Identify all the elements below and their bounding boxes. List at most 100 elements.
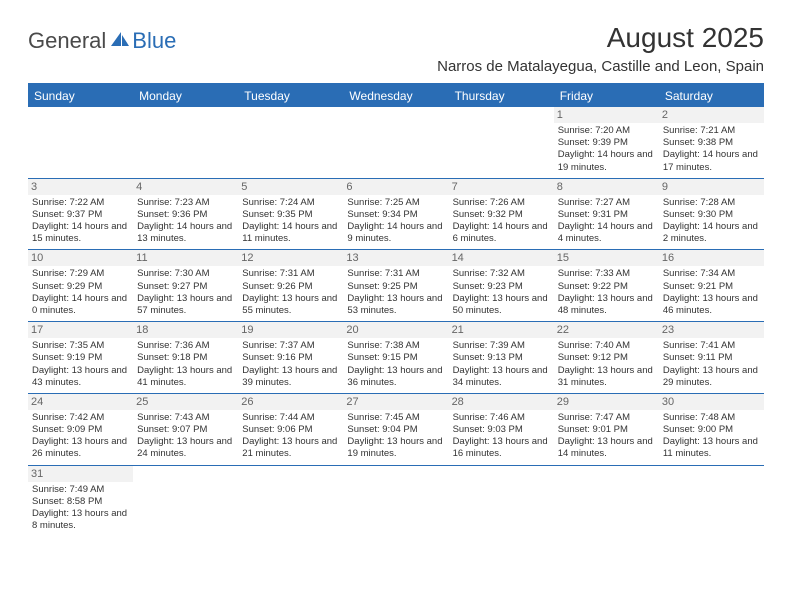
sunset-line: Sunset: 9:12 PM xyxy=(558,352,655,364)
day-number: 12 xyxy=(238,250,343,266)
daylight-line: Daylight: 14 hours and 13 minutes. xyxy=(137,221,234,245)
sunrise-line: Sunrise: 7:20 AM xyxy=(558,125,655,137)
sunrise-line: Sunrise: 7:30 AM xyxy=(137,268,234,280)
daylight-line: Daylight: 14 hours and 6 minutes. xyxy=(453,221,550,245)
calendar: SundayMondayTuesdayWednesdayThursdayFrid… xyxy=(28,83,764,536)
daylight-line: Daylight: 14 hours and 0 minutes. xyxy=(32,293,129,317)
day-number: 7 xyxy=(449,179,554,195)
day-number: 22 xyxy=(554,322,659,338)
calendar-day: 15Sunrise: 7:33 AMSunset: 9:22 PMDayligh… xyxy=(554,250,659,321)
daylight-line: Daylight: 13 hours and 41 minutes. xyxy=(137,365,234,389)
daylight-line: Daylight: 14 hours and 15 minutes. xyxy=(32,221,129,245)
calendar-day: 2Sunrise: 7:21 AMSunset: 9:38 PMDaylight… xyxy=(659,107,764,178)
daylight-line: Daylight: 13 hours and 31 minutes. xyxy=(558,365,655,389)
calendar-day: 22 Sunrise: 7:40 AMSunset: 9:12 PMDayligh… xyxy=(554,322,659,393)
sunrise-line: Sunrise: 7:44 AM xyxy=(242,412,339,424)
daylight-line: Daylight: 13 hours and 14 minutes. xyxy=(558,436,655,460)
calendar-empty xyxy=(28,107,133,178)
daylight-line: Daylight: 13 hours and 43 minutes. xyxy=(32,365,129,389)
sunset-line: Sunset: 9:31 PM xyxy=(558,209,655,221)
day-number: 8 xyxy=(554,179,659,195)
calendar-week: 24Sunrise: 7:42 AMSunset: 9:09 PMDayligh… xyxy=(28,394,764,466)
daylight-line: Daylight: 13 hours and 57 minutes. xyxy=(137,293,234,317)
logo: General Blue xyxy=(28,28,176,54)
sunrise-line: Sunrise: 7:27 AM xyxy=(558,197,655,209)
day-number: 27 xyxy=(343,394,448,410)
day-number: 16 xyxy=(659,250,764,266)
day-header: Thursday xyxy=(449,85,554,107)
title-block: August 2025 Narros de Matalayegua, Casti… xyxy=(437,22,764,75)
calendar-empty xyxy=(554,466,659,537)
calendar-empty xyxy=(238,466,343,537)
day-number: 11 xyxy=(133,250,238,266)
sunrise-line: Sunrise: 7:47 AM xyxy=(558,412,655,424)
sunset-line: Sunset: 9:30 PM xyxy=(663,209,760,221)
day-number: 17 xyxy=(28,322,133,338)
day-number: 5 xyxy=(238,179,343,195)
calendar-day: 21Sunrise: 7:39 AMSunset: 9:13 PMDayligh… xyxy=(449,322,554,393)
logo-text-1: General xyxy=(28,28,106,54)
daylight-line: Daylight: 13 hours and 21 minutes. xyxy=(242,436,339,460)
calendar-day: 12Sunrise: 7:31 AMSunset: 9:26 PMDayligh… xyxy=(238,250,343,321)
daylight-line: Daylight: 13 hours and 19 minutes. xyxy=(347,436,444,460)
sunset-line: Sunset: 9:29 PM xyxy=(32,281,129,293)
sunrise-line: Sunrise: 7:25 AM xyxy=(347,197,444,209)
daylight-line: Daylight: 14 hours and 4 minutes. xyxy=(558,221,655,245)
calendar-day: 6Sunrise: 7:25 AMSunset: 9:34 PMDaylight… xyxy=(343,179,448,250)
calendar-day: 1Sunrise: 7:20 AMSunset: 9:39 PMDaylight… xyxy=(554,107,659,178)
daylight-line: Daylight: 14 hours and 2 minutes. xyxy=(663,221,760,245)
day-number: 21 xyxy=(449,322,554,338)
sunrise-line: Sunrise: 7:45 AM xyxy=(347,412,444,424)
sunset-line: Sunset: 9:32 PM xyxy=(453,209,550,221)
day-number: 2 xyxy=(659,107,764,123)
sunrise-line: Sunrise: 7:49 AM xyxy=(32,484,129,496)
day-number: 29 xyxy=(554,394,659,410)
sunrise-line: Sunrise: 7:35 AM xyxy=(32,340,129,352)
sunrise-line: Sunrise: 7:29 AM xyxy=(32,268,129,280)
calendar-empty xyxy=(659,466,764,537)
sunrise-line: Sunrise: 7:26 AM xyxy=(453,197,550,209)
calendar-day: 18Sunrise: 7:36 AMSunset: 9:18 PMDayligh… xyxy=(133,322,238,393)
logo-text-2: Blue xyxy=(132,28,176,54)
day-number: 15 xyxy=(554,250,659,266)
sunrise-line: Sunrise: 7:32 AM xyxy=(453,268,550,280)
daylight-line: Daylight: 13 hours and 46 minutes. xyxy=(663,293,760,317)
daylight-line: Daylight: 14 hours and 11 minutes. xyxy=(242,221,339,245)
calendar-empty xyxy=(449,466,554,537)
day-number: 14 xyxy=(449,250,554,266)
location-subtitle: Narros de Matalayegua, Castille and Leon… xyxy=(437,58,764,75)
calendar-day: 28Sunrise: 7:46 AMSunset: 9:03 PMDayligh… xyxy=(449,394,554,465)
calendar-day: 26Sunrise: 7:44 AMSunset: 9:06 PMDayligh… xyxy=(238,394,343,465)
sunset-line: Sunset: 9:15 PM xyxy=(347,352,444,364)
sunset-line: Sunset: 9:04 PM xyxy=(347,424,444,436)
day-header: Wednesday xyxy=(343,85,448,107)
daylight-line: Daylight: 14 hours and 9 minutes. xyxy=(347,221,444,245)
daylight-line: Daylight: 13 hours and 55 minutes. xyxy=(242,293,339,317)
daylight-line: Daylight: 13 hours and 16 minutes. xyxy=(453,436,550,460)
sunset-line: Sunset: 9:21 PM xyxy=(663,281,760,293)
sunset-line: Sunset: 9:36 PM xyxy=(137,209,234,221)
day-number: 9 xyxy=(659,179,764,195)
sunrise-line: Sunrise: 7:39 AM xyxy=(453,340,550,352)
calendar-day: 27 Sunrise: 7:45 AMSunset: 9:04 PMDayligh… xyxy=(343,394,448,465)
sunrise-line: Sunrise: 7:36 AM xyxy=(137,340,234,352)
day-number: 31 xyxy=(28,466,133,482)
daylight-line: Daylight: 13 hours and 29 minutes. xyxy=(663,365,760,389)
calendar-day: 14Sunrise: 7:32 AMSunset: 9:23 PMDayligh… xyxy=(449,250,554,321)
sunrise-line: Sunrise: 7:24 AM xyxy=(242,197,339,209)
calendar-day: 16Sunrise: 7:34 AMSunset: 9:21 PMDayligh… xyxy=(659,250,764,321)
sunrise-line: Sunrise: 7:40 AM xyxy=(558,340,655,352)
day-number: 6 xyxy=(343,179,448,195)
daylight-line: Daylight: 13 hours and 53 minutes. xyxy=(347,293,444,317)
calendar-day: 19Sunrise: 7:37 AMSunset: 9:16 PMDayligh… xyxy=(238,322,343,393)
header: General Blue August 2025 Narros de Matal… xyxy=(28,22,764,75)
calendar-empty xyxy=(449,107,554,178)
calendar-day: 23Sunrise: 7:41 AMSunset: 9:11 PMDayligh… xyxy=(659,322,764,393)
daylight-line: Daylight: 13 hours and 24 minutes. xyxy=(137,436,234,460)
day-number: 20 xyxy=(343,322,448,338)
day-header: Monday xyxy=(133,85,238,107)
sunset-line: Sunset: 9:27 PM xyxy=(137,281,234,293)
calendar-day: 10Sunrise: 7:29 AMSunset: 9:29 PMDayligh… xyxy=(28,250,133,321)
day-header: Tuesday xyxy=(238,85,343,107)
calendar-empty xyxy=(343,466,448,537)
